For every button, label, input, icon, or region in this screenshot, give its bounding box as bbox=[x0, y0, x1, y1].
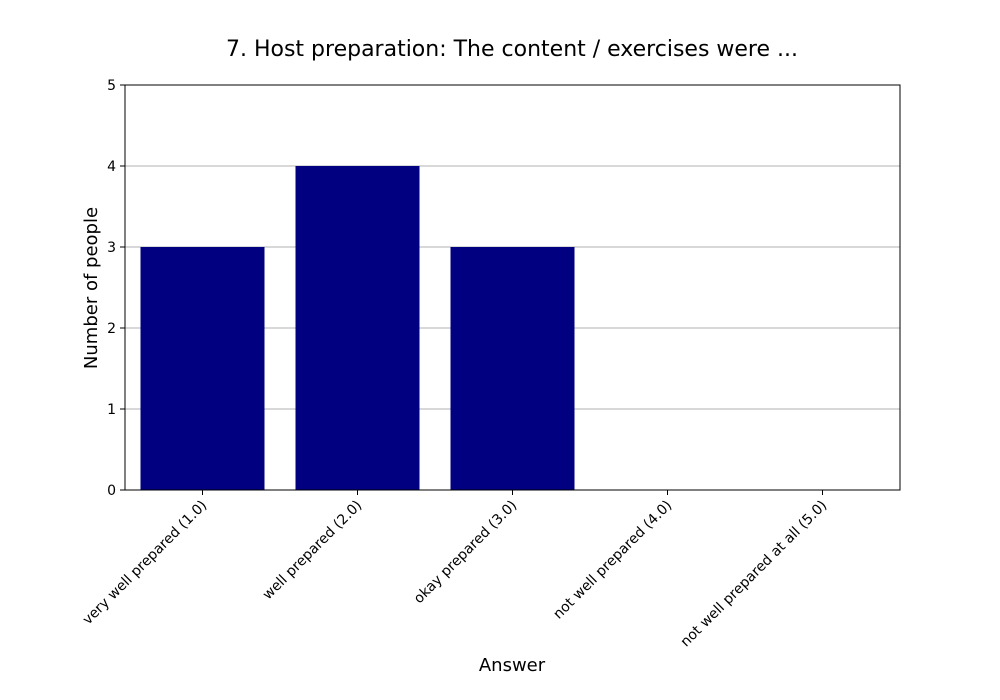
x-axis-label: Answer bbox=[479, 655, 546, 676]
y-tick-label: 1 bbox=[107, 402, 116, 418]
y-tick-label: 2 bbox=[107, 321, 116, 337]
bar bbox=[295, 166, 420, 490]
y-axis-label: Number of people bbox=[81, 207, 102, 369]
x-tick-label: well prepared (2.0) bbox=[260, 498, 366, 604]
x-tick-label: not well prepared (4.0) bbox=[550, 498, 675, 623]
y-tick-label: 0 bbox=[107, 483, 116, 499]
y-tick-label: 5 bbox=[107, 78, 116, 94]
chart-title: 7. Host preparation: The content / exerc… bbox=[226, 37, 798, 62]
x-axis-ticks: very well prepared (1.0) well prepared (2… bbox=[80, 490, 831, 651]
y-tick-label: 4 bbox=[107, 159, 116, 175]
bar bbox=[450, 247, 575, 490]
x-tick-label: okay prepared (3.0) bbox=[411, 498, 520, 607]
x-tick-label: not well prepared at all (5.0) bbox=[678, 498, 831, 651]
bar bbox=[140, 247, 265, 490]
bars bbox=[140, 166, 575, 490]
x-tick-label: very well prepared (1.0) bbox=[80, 498, 211, 629]
y-tick-label: 3 bbox=[107, 240, 116, 256]
y-axis-ticks: 0 1 2 3 4 5 bbox=[107, 78, 125, 499]
